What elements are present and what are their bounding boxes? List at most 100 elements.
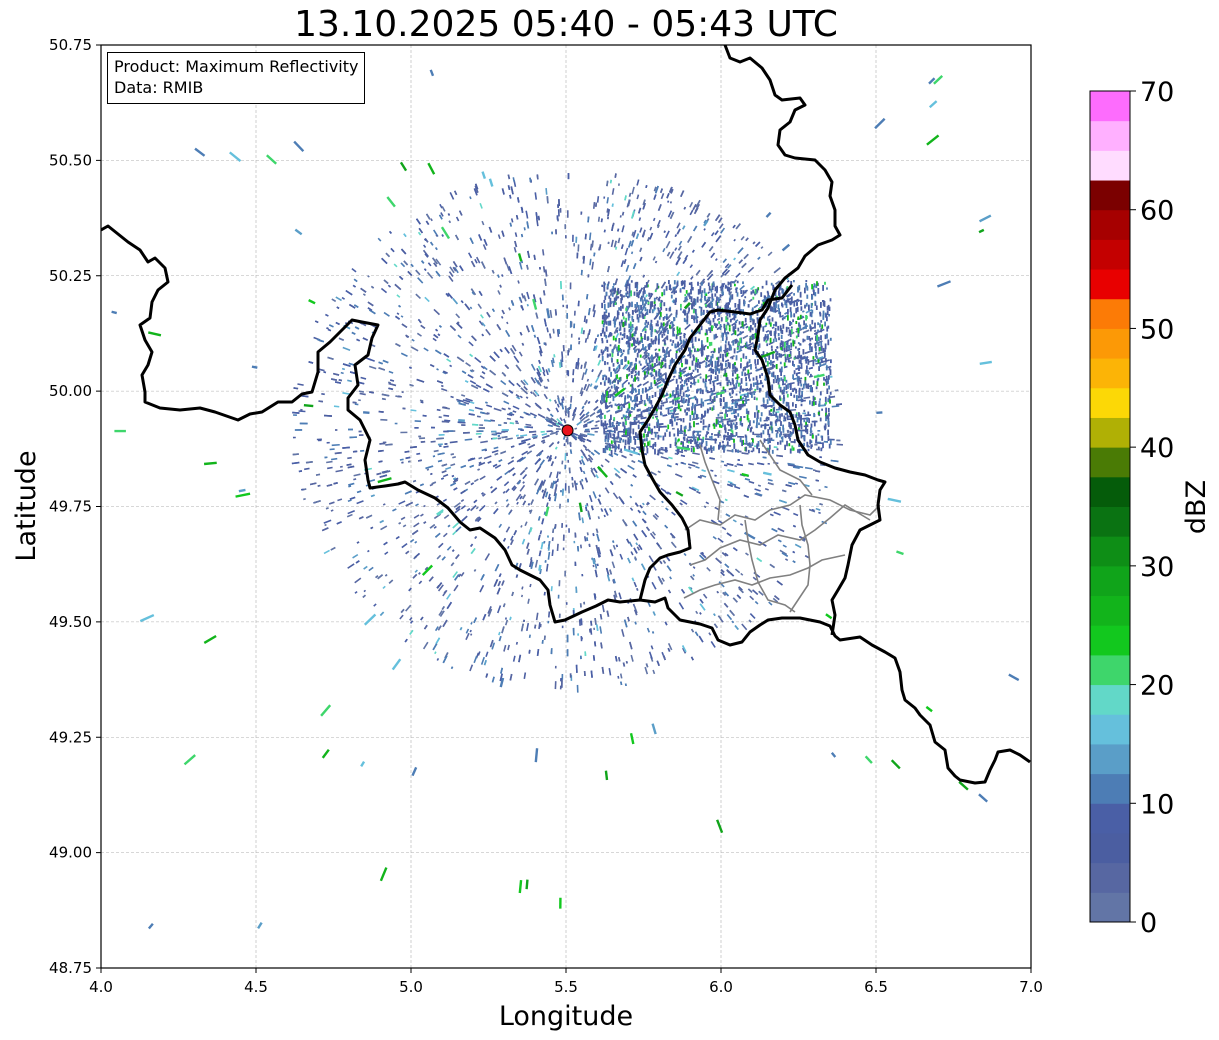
echo-cell <box>530 499 534 505</box>
echo-cell <box>430 218 433 222</box>
echo-cell <box>627 464 635 471</box>
echo-cell <box>752 420 755 424</box>
echo-cell <box>536 451 542 457</box>
echo-cell <box>708 246 714 252</box>
echo-cell <box>810 440 813 444</box>
echo-cell <box>792 388 794 392</box>
echo-cell <box>779 549 788 556</box>
echo-cell <box>778 377 781 382</box>
echo-cell <box>667 395 673 399</box>
echo-cell <box>740 378 743 384</box>
echo-cell <box>486 311 491 318</box>
echo-cell <box>777 333 780 337</box>
echo-cell <box>597 369 603 378</box>
echo-cell <box>534 192 538 200</box>
echo-cell <box>806 335 809 340</box>
echo-cell <box>725 401 728 408</box>
echo-cell <box>692 309 695 314</box>
echo-cell <box>410 263 414 268</box>
echo-cell <box>428 576 434 582</box>
echo-cell <box>709 320 712 326</box>
echo-cell <box>736 379 739 384</box>
echo-cell <box>834 389 839 392</box>
echo-cell <box>700 552 707 559</box>
echo-cell <box>526 622 530 631</box>
echo-cell <box>664 362 667 369</box>
echo-cell <box>604 439 607 442</box>
echo-cell <box>685 379 688 383</box>
echo-cell <box>417 231 422 236</box>
echo-cell <box>615 440 622 444</box>
echo-cell <box>741 397 745 400</box>
echo-cell <box>767 478 773 482</box>
echo-cell <box>643 287 645 292</box>
echo-cell <box>753 335 755 339</box>
echo-cell <box>754 433 762 436</box>
echo-cell <box>725 374 728 381</box>
echo-cell <box>297 383 304 386</box>
echo-cell <box>798 347 801 351</box>
echo-cell <box>511 591 515 597</box>
echo-cell <box>780 421 782 426</box>
echo-cell <box>379 442 386 445</box>
echo-cell <box>620 298 623 304</box>
echo-cell <box>464 303 471 311</box>
echo-cell <box>662 654 666 661</box>
echo-cell <box>529 559 533 568</box>
echo-cell <box>701 241 707 248</box>
echo-cell <box>549 309 553 318</box>
echo-cell <box>482 493 486 497</box>
echo-cell <box>506 321 509 325</box>
echo-cell <box>661 336 668 342</box>
echo-cell <box>775 280 781 285</box>
echo-cell <box>435 234 438 237</box>
echo-cell <box>773 324 775 327</box>
echo-cell <box>648 430 650 434</box>
echo-cell <box>473 478 479 483</box>
map-area[interactable] <box>101 45 1031 968</box>
echo-cell <box>665 406 673 410</box>
echo-cell <box>442 655 448 664</box>
echo-cell <box>710 449 713 453</box>
echo-cell <box>669 419 672 424</box>
echo-cell <box>717 356 720 363</box>
echo-cell <box>724 344 727 349</box>
echo-cell <box>530 556 533 561</box>
echo-cell <box>624 195 627 201</box>
echo-cell <box>700 311 703 316</box>
echo-cell <box>623 619 628 628</box>
echo-cell <box>631 460 636 464</box>
echo-cell <box>506 413 513 417</box>
echo-cell <box>609 290 613 296</box>
echo-cell <box>738 586 743 591</box>
echo-cell <box>503 257 508 265</box>
echo-cell <box>394 422 398 425</box>
echo-cell <box>473 655 478 664</box>
echo-cell <box>727 361 730 368</box>
echo-cell <box>783 365 788 369</box>
echo-cell <box>500 315 504 319</box>
echo-cell <box>353 478 357 481</box>
echo-cell <box>798 444 800 447</box>
echo-cell <box>573 323 576 329</box>
echo-cell <box>785 346 788 351</box>
echo-cell <box>824 349 826 352</box>
echo-cell <box>583 418 590 424</box>
echo-cell <box>356 541 360 544</box>
echo-cell <box>630 370 633 374</box>
echo-cell <box>445 466 452 471</box>
echo-cell <box>677 251 683 259</box>
echo-cell <box>697 359 699 363</box>
echo-cell <box>501 580 505 586</box>
echo-cell <box>576 357 580 366</box>
echo-cell <box>453 487 458 491</box>
echo-cell <box>523 379 529 386</box>
echo-cell <box>645 663 649 668</box>
echo-cell <box>611 351 614 358</box>
echo-cell <box>726 570 731 574</box>
echo-cell <box>474 356 482 364</box>
echo-cell <box>755 492 763 497</box>
echo-cell <box>550 586 553 592</box>
echo-cell <box>650 374 654 378</box>
echo-cell <box>819 456 822 459</box>
